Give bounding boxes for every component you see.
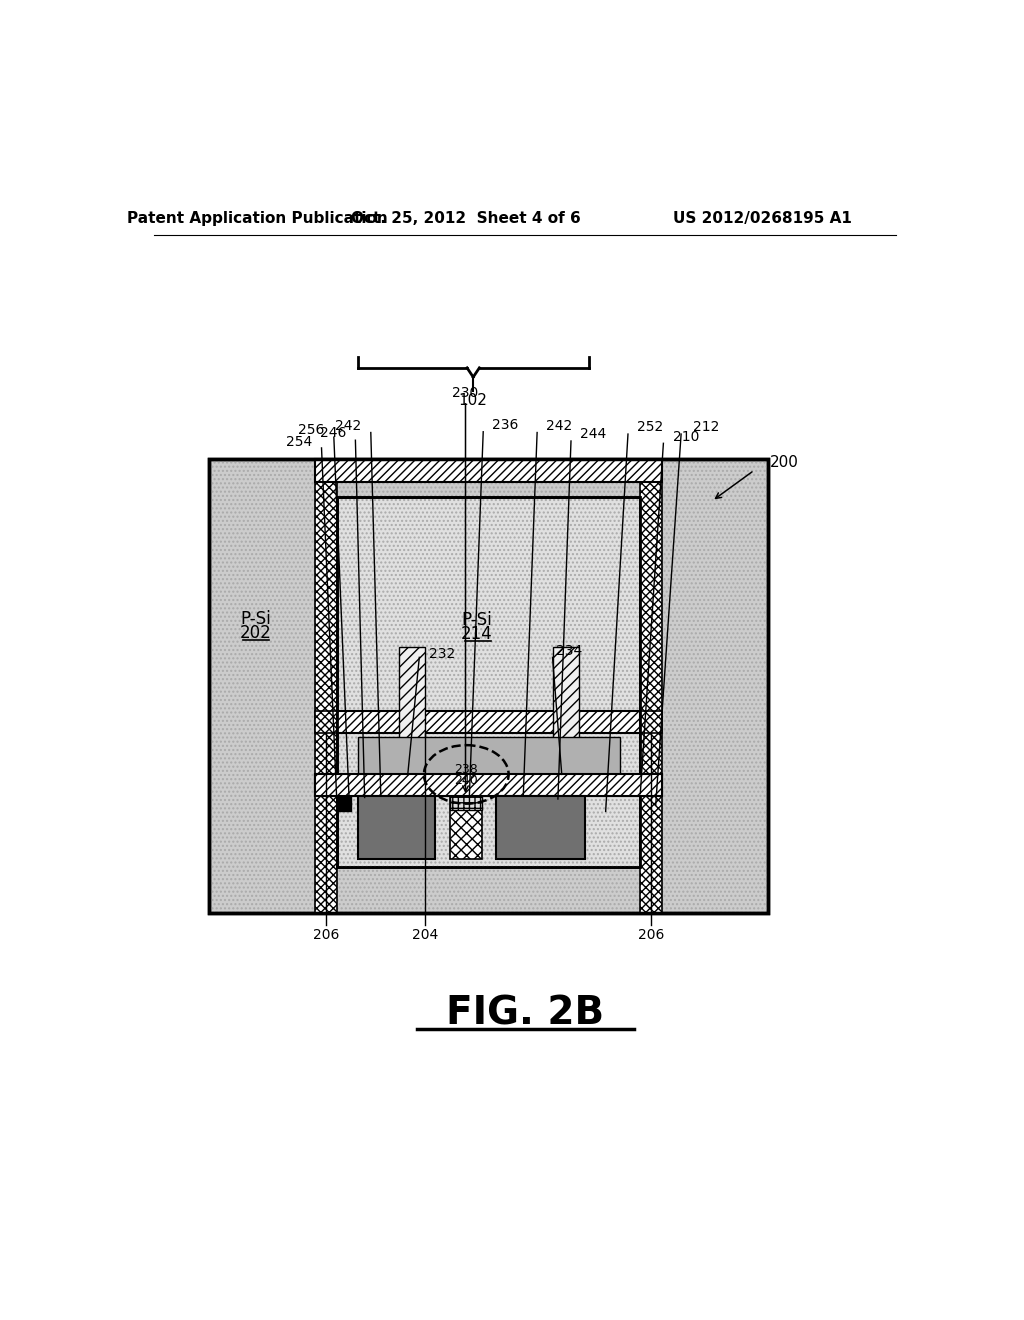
Bar bbox=[497, 796, 585, 859]
Text: 244: 244 bbox=[581, 428, 606, 441]
Bar bbox=[337, 711, 640, 733]
Text: FIG. 2B: FIG. 2B bbox=[445, 994, 604, 1032]
Text: 206: 206 bbox=[313, 928, 339, 941]
Bar bbox=[209, 459, 768, 913]
Text: 102: 102 bbox=[459, 392, 487, 408]
Bar bbox=[357, 796, 435, 859]
Text: P-Si: P-Si bbox=[240, 610, 270, 628]
Text: 214: 214 bbox=[461, 626, 493, 643]
Text: 236: 236 bbox=[493, 418, 519, 432]
Text: 246: 246 bbox=[319, 426, 346, 441]
Text: 212: 212 bbox=[692, 420, 719, 434]
Text: 242: 242 bbox=[547, 418, 572, 433]
Bar bbox=[315, 459, 337, 913]
Text: US 2012/0268195 A1: US 2012/0268195 A1 bbox=[673, 211, 851, 226]
Text: 206: 206 bbox=[638, 928, 665, 941]
Text: 210: 210 bbox=[673, 430, 699, 444]
Bar bbox=[337, 498, 640, 867]
Text: 238: 238 bbox=[455, 763, 478, 776]
Bar bbox=[337, 498, 640, 867]
Text: 232: 232 bbox=[429, 647, 456, 661]
Bar bbox=[315, 459, 662, 482]
Bar bbox=[337, 796, 351, 812]
Bar bbox=[553, 647, 579, 775]
Bar bbox=[315, 775, 662, 796]
Text: P-Si: P-Si bbox=[462, 611, 493, 630]
Bar bbox=[451, 796, 482, 810]
Text: Patent Application Publication: Patent Application Publication bbox=[127, 211, 388, 226]
Bar bbox=[640, 711, 662, 733]
Text: 242: 242 bbox=[335, 418, 361, 433]
Text: 254: 254 bbox=[286, 434, 312, 449]
Text: 230: 230 bbox=[453, 387, 478, 400]
Text: 204: 204 bbox=[412, 928, 438, 941]
Text: 202: 202 bbox=[240, 624, 271, 642]
Bar bbox=[357, 738, 620, 775]
Text: 256: 256 bbox=[298, 424, 325, 437]
Bar bbox=[315, 711, 337, 733]
Text: 240: 240 bbox=[455, 774, 478, 787]
Text: Oct. 25, 2012  Sheet 4 of 6: Oct. 25, 2012 Sheet 4 of 6 bbox=[350, 211, 581, 226]
Bar bbox=[209, 459, 768, 913]
Bar bbox=[398, 647, 425, 775]
Bar bbox=[209, 459, 768, 913]
Text: 252: 252 bbox=[637, 420, 664, 434]
Bar bbox=[337, 498, 640, 867]
Bar bbox=[640, 459, 662, 913]
Bar bbox=[315, 775, 662, 796]
Bar bbox=[451, 796, 482, 859]
Text: 234: 234 bbox=[556, 644, 582, 659]
Text: 200: 200 bbox=[770, 455, 799, 470]
